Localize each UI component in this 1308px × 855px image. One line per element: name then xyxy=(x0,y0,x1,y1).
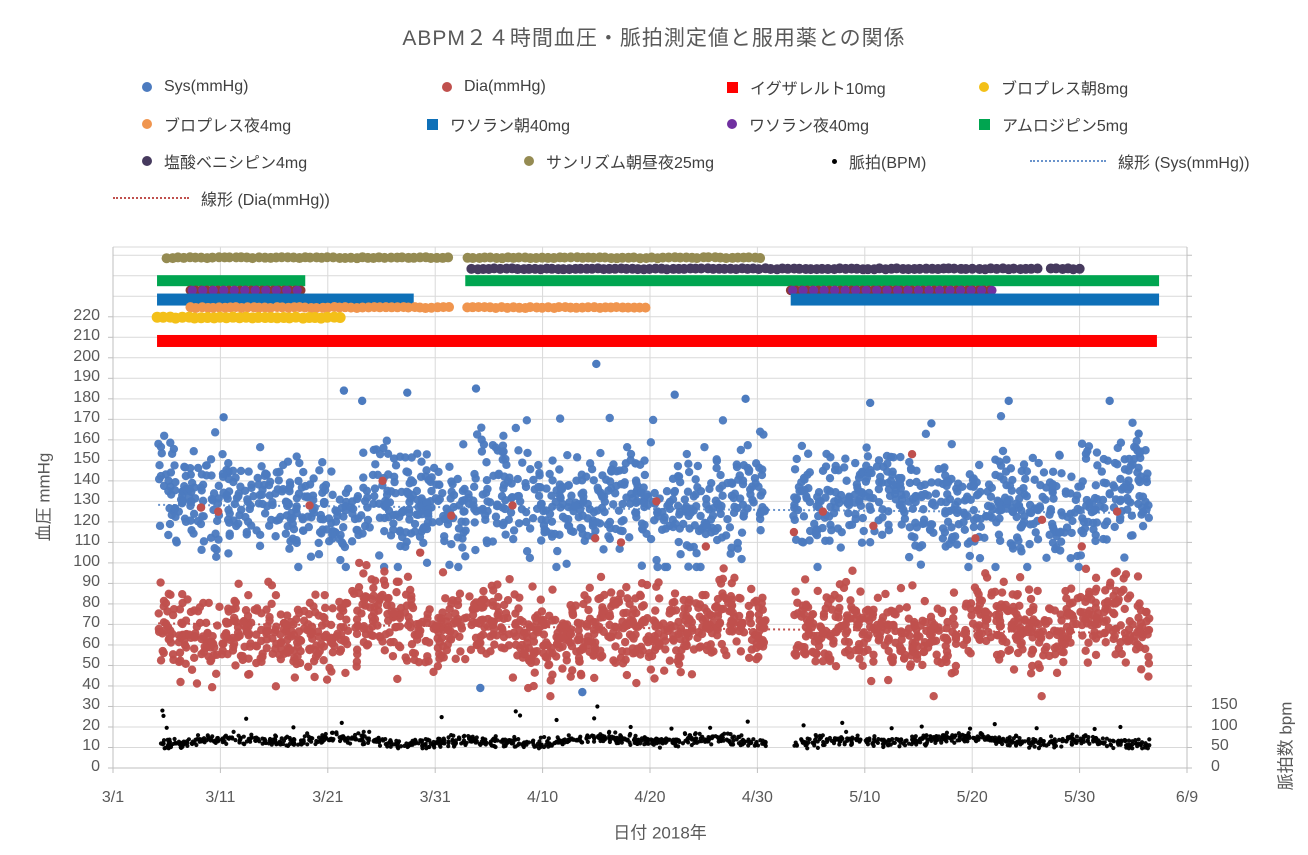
legend-item[interactable]: Sys(mmHg) xyxy=(142,76,248,98)
x-tick-label: 3/11 xyxy=(205,789,236,806)
trendline-legend-icon xyxy=(113,197,189,199)
series-marker-icon xyxy=(142,156,152,166)
trendline-legend-icon xyxy=(1030,160,1106,162)
chart-title: ABPM２４時間血圧・脈拍測定値と服用薬との関係 xyxy=(402,27,906,50)
legend-item[interactable]: 脈拍(BPM) xyxy=(832,150,926,172)
y-left-tick-label: 190 xyxy=(73,368,100,386)
series-marker-icon xyxy=(142,119,152,129)
legend-item[interactable]: 線形 (Dia(mmHg)) xyxy=(113,187,330,209)
x-tick-label: 6/9 xyxy=(1175,789,1199,806)
x-tick-label: 4/10 xyxy=(527,789,559,806)
legend-item-label: サンリズム朝昼夜25mg xyxy=(546,155,715,172)
y-right-tick-label: 150 xyxy=(1211,696,1238,714)
legend-item[interactable]: ワソラン夜40mg xyxy=(727,113,869,135)
legend-item-label: ブロプレス夜4mg xyxy=(164,118,292,135)
legend-item[interactable]: 線形 (Sys(mmHg)) xyxy=(1030,150,1250,172)
y-left-tick-label: 50 xyxy=(82,655,100,673)
y-left-tick-label: 200 xyxy=(73,347,100,365)
x-tick-label: 3/1 xyxy=(101,789,125,806)
legend-item-label: Sys(mmHg) xyxy=(164,78,249,95)
legend-item[interactable]: サンリズム朝昼夜25mg xyxy=(524,150,714,172)
legend-item-label: 線形 (Sys(mmHg)) xyxy=(1118,155,1250,172)
y-left-tick-label: 30 xyxy=(82,696,100,714)
y-right-tick-label: 50 xyxy=(1211,737,1229,755)
y-left-tick-label: 10 xyxy=(82,737,100,755)
x-tick-label: 5/20 xyxy=(956,789,988,806)
x-tick-label: 4/30 xyxy=(741,789,773,806)
y-left-tick-label: 20 xyxy=(82,716,100,734)
legend-item-label: ワソラン朝40mg xyxy=(450,118,571,135)
x-tick-label: 4/20 xyxy=(634,789,666,806)
y-left-tick-label: 130 xyxy=(73,491,100,509)
series-marker-icon xyxy=(142,82,152,92)
legend-item-label: ブロプレス朝8mg xyxy=(1001,81,1129,98)
y-left-tick-label: 150 xyxy=(73,450,100,468)
y-right-tick-label: 0 xyxy=(1211,758,1220,775)
series-marker-icon xyxy=(442,82,452,92)
x-tick-label: 3/31 xyxy=(419,789,451,806)
y-left-tick-label: 210 xyxy=(73,327,100,345)
y-left-tick-label: 80 xyxy=(82,593,100,611)
x-tick-label: 3/21 xyxy=(312,789,344,806)
series-marker-icon xyxy=(524,156,534,166)
y-left-tick-label: 40 xyxy=(82,675,100,693)
legend-item[interactable]: アムロジピン5mg xyxy=(979,113,1128,135)
y-left-tick-label: 70 xyxy=(82,614,100,632)
legend-item-label: アムロジピン5mg xyxy=(1002,118,1129,135)
legend-item[interactable]: イグザレルト10mg xyxy=(727,76,886,98)
y-right-axis-title: 脈拍数 bpm xyxy=(1276,701,1296,791)
legend-item-label: イグザレルト10mg xyxy=(750,81,886,98)
legend-item-label: 脈拍(BPM) xyxy=(849,155,927,172)
legend-item[interactable]: 塩酸ベニシピン4mg xyxy=(142,150,307,172)
y-left-tick-label: 120 xyxy=(73,511,100,529)
y-left-tick-label: 60 xyxy=(82,634,100,652)
series-marker-icon xyxy=(979,118,990,130)
y-left-tick-label: 220 xyxy=(73,306,100,324)
series-marker-icon xyxy=(727,119,737,129)
y-left-tick-label: 110 xyxy=(74,532,100,550)
y-left-tick-label: 170 xyxy=(73,409,100,427)
legend-item-label: 線形 (Dia(mmHg)) xyxy=(201,192,330,209)
y-left-tick-label: 90 xyxy=(82,573,100,591)
y-left-tick-label: 100 xyxy=(73,552,100,570)
y-left-tick-label: 160 xyxy=(73,429,100,447)
legend-item-label: Dia(mmHg) xyxy=(464,78,546,95)
legend-item[interactable]: ブロプレス夜4mg xyxy=(142,113,291,135)
legend-item-label: ワソラン夜40mg xyxy=(749,118,870,135)
x-axis-title: 日付 2018年 xyxy=(613,823,707,843)
x-tick-label: 5/10 xyxy=(849,789,881,806)
series-marker-icon xyxy=(979,82,989,92)
legend-item[interactable]: ブロプレス朝8mg xyxy=(979,76,1128,98)
legend-item[interactable]: ワソラン朝40mg xyxy=(427,113,570,135)
y-right-tick-label: 100 xyxy=(1211,716,1238,734)
series-marker-icon xyxy=(427,118,438,130)
series-marker-icon xyxy=(832,158,837,164)
y-left-tick-label: 140 xyxy=(73,470,100,488)
legend-item-label: 塩酸ベニシピン4mg xyxy=(164,155,308,172)
y-left-tick-label: 180 xyxy=(73,388,100,406)
y-left-tick-label: 0 xyxy=(91,758,100,775)
series-marker-icon xyxy=(727,81,738,93)
y-left-axis-title: 血圧 mmHg xyxy=(34,452,54,542)
x-tick-label: 5/30 xyxy=(1064,789,1096,806)
legend-item[interactable]: Dia(mmHg) xyxy=(442,76,546,98)
